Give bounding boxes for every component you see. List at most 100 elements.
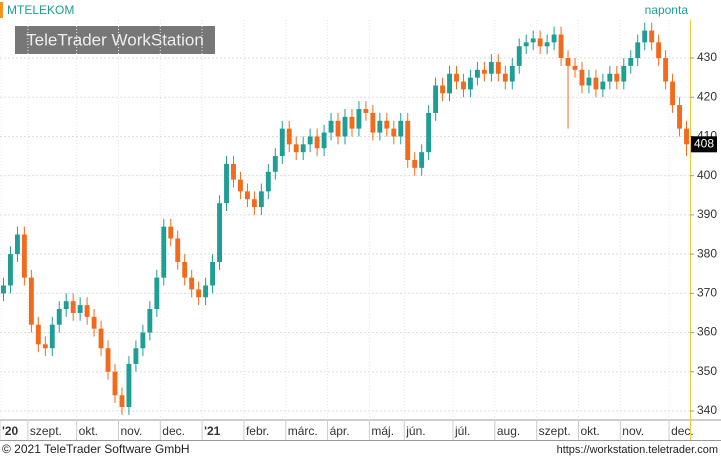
symbol-marker [0, 2, 3, 18]
candle-body [495, 61, 501, 74]
candle-body [42, 344, 48, 349]
candle-body [586, 77, 592, 86]
candle-body [77, 305, 83, 313]
candle-body [635, 42, 641, 59]
candle-body [251, 199, 257, 208]
candle-body [461, 81, 466, 90]
candle-body [14, 234, 20, 255]
candle-body [684, 128, 689, 145]
candle-body [579, 69, 585, 86]
y-tick-label: 400 [697, 168, 717, 182]
candle-body [244, 191, 250, 200]
candle-body [286, 128, 292, 145]
candle-body [502, 73, 508, 82]
x-tick-label: '20 [2, 424, 19, 438]
candle-body [614, 73, 620, 82]
candle-body [203, 285, 209, 298]
candle-body [405, 120, 411, 160]
candle-body [293, 144, 299, 153]
candle-body [126, 363, 132, 408]
last-price: 408 [694, 136, 714, 150]
candle-body [217, 203, 222, 262]
candle-body [258, 191, 264, 208]
candle-body [105, 348, 111, 372]
x-tick-label: okt. [580, 424, 599, 438]
url: https://workstation.teletrader.com [557, 444, 718, 456]
candle-body [523, 42, 529, 47]
candle-body [272, 156, 278, 172]
candle-body [56, 309, 62, 325]
candle-body [544, 42, 550, 47]
candle-body [551, 34, 557, 43]
candle-body [649, 30, 655, 43]
candle-body [377, 120, 383, 133]
y-tick-label: 380 [697, 246, 717, 260]
candle-body [307, 136, 313, 145]
candle-body [677, 105, 682, 129]
candle-body [112, 371, 118, 396]
candle-body [161, 226, 167, 278]
candle-body [447, 73, 452, 94]
candle-body [189, 277, 195, 290]
y-tick-label: 420 [697, 89, 717, 103]
x-tick-label: nov. [120, 424, 142, 438]
candle-body [49, 324, 55, 349]
candle-body [63, 301, 69, 310]
x-tick-label: máj. [371, 424, 394, 438]
y-tick-label: 360 [697, 325, 717, 339]
candle-body [175, 238, 181, 262]
candle-body [154, 277, 160, 310]
copyright: © 2021 TeleTrader Software GmbH [2, 442, 190, 456]
x-tick-label: júl. [454, 424, 470, 438]
candle-body [642, 30, 648, 43]
candle-body [530, 38, 536, 43]
x-tick-label: okt. [79, 424, 98, 438]
candle-body [488, 61, 494, 74]
candle-body [21, 234, 27, 278]
candle-body [412, 160, 418, 168]
candle-body [119, 395, 125, 408]
candle-body [1, 285, 6, 294]
candle-body [440, 85, 446, 94]
candle-body [600, 81, 606, 90]
candle-body [8, 254, 13, 286]
y-tick-label: 390 [697, 207, 717, 221]
candle-body [91, 316, 97, 329]
watermark: TeleTrader WorkStation [26, 30, 204, 49]
candle-body [426, 112, 432, 153]
candle-body [224, 163, 229, 204]
candle-body [621, 65, 627, 82]
candle-body [572, 65, 578, 70]
x-tick-label: dec. [671, 424, 694, 438]
candle-body [328, 120, 334, 133]
candle-body [398, 120, 404, 137]
candle-body [300, 144, 306, 153]
x-tick-label: ápr. [330, 424, 350, 438]
candle-body [349, 116, 355, 129]
x-tick-label: jún. [405, 424, 425, 438]
interval-label: naponta [645, 3, 689, 17]
candle-body [70, 301, 76, 313]
candle-body [419, 152, 425, 168]
x-tick-label: márc. [288, 424, 318, 438]
candle-body [196, 289, 202, 298]
last-price-box [691, 136, 717, 153]
candle-body [210, 261, 216, 286]
x-tick-label: aug. [497, 424, 520, 438]
candle-body [565, 58, 571, 66]
candle-body [468, 77, 473, 90]
candle-body [28, 277, 34, 325]
candle-body [168, 226, 174, 239]
candle-body [370, 112, 376, 133]
candle-body [335, 120, 341, 137]
candle-body [656, 42, 662, 59]
candle-body [454, 73, 459, 82]
candle-body [363, 109, 369, 113]
candle-body [182, 261, 188, 278]
candle-body [238, 179, 243, 192]
candle-body [537, 38, 543, 47]
x-tick-label: '21 [204, 424, 221, 438]
candle-body [133, 348, 139, 364]
